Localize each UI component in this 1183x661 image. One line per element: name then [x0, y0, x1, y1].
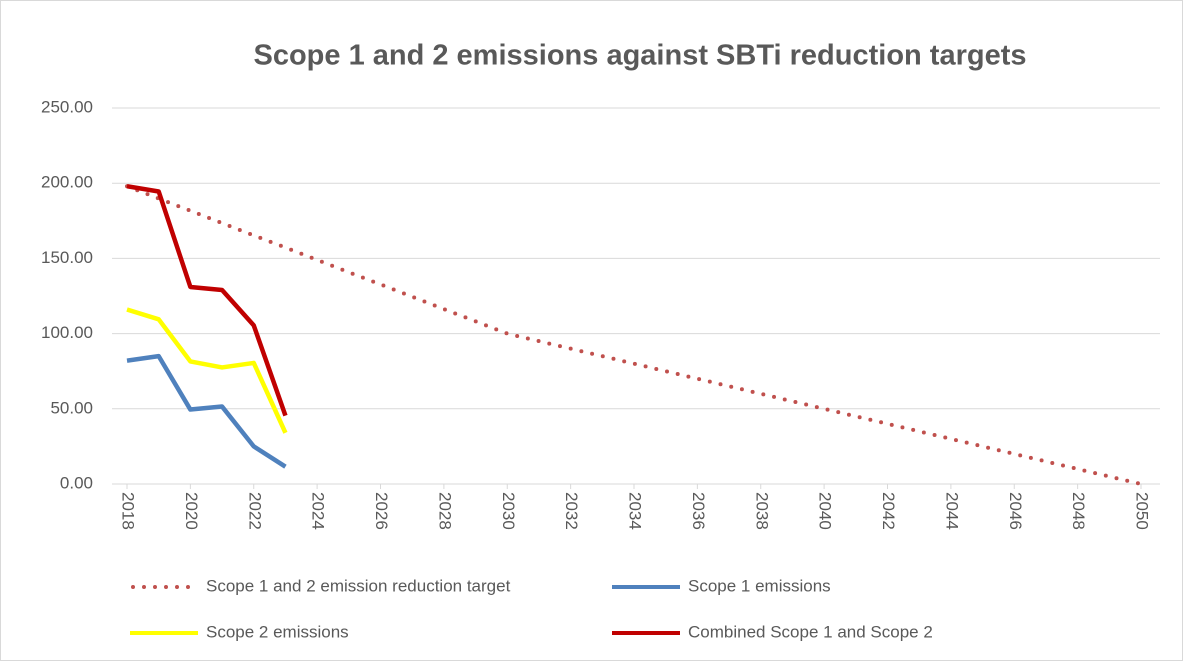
y-tick-label: 0.00 — [60, 473, 93, 492]
x-tick-label: 2030 — [499, 492, 518, 530]
legend-label: Scope 2 emissions — [206, 622, 349, 641]
legend-label: Combined Scope 1 and Scope 2 — [688, 622, 933, 641]
y-tick-label: 150.00 — [41, 248, 93, 267]
x-tick-label: 2048 — [1069, 492, 1088, 530]
y-tick-label: 100.00 — [41, 323, 93, 342]
x-tick-label: 2028 — [435, 492, 454, 530]
series-line — [125, 184, 1143, 486]
x-tick-label: 2020 — [182, 492, 201, 530]
y-tick-label: 250.00 — [41, 97, 93, 116]
legend-label: Scope 1 emissions — [688, 576, 831, 595]
chart-title: Scope 1 and 2 emissions against SBTi red… — [253, 40, 1026, 72]
legend-label: Scope 1 and 2 emission reduction target — [206, 576, 511, 595]
x-tick-label: 2034 — [626, 492, 645, 530]
series-line — [126, 307, 288, 434]
x-tick-label: 2026 — [372, 492, 391, 530]
x-tick-label: 2036 — [689, 492, 708, 530]
y-tick-label: 50.00 — [50, 398, 93, 417]
x-tick-label: 2018 — [119, 492, 138, 530]
y-tick-label: 200.00 — [41, 173, 93, 192]
x-tick-label: 2040 — [816, 492, 835, 530]
x-tick-label: 2042 — [879, 492, 898, 530]
series-line — [126, 353, 287, 469]
x-tick-label: 2046 — [1006, 492, 1025, 530]
x-tick-label: 2050 — [1133, 492, 1152, 530]
x-tick-label: 2038 — [752, 492, 771, 530]
x-tick-label: 2022 — [245, 492, 264, 530]
series-line — [126, 183, 288, 417]
x-tick-label: 2044 — [942, 492, 961, 530]
x-tick-label: 2032 — [562, 492, 581, 530]
x-tick-label: 2024 — [309, 492, 328, 530]
